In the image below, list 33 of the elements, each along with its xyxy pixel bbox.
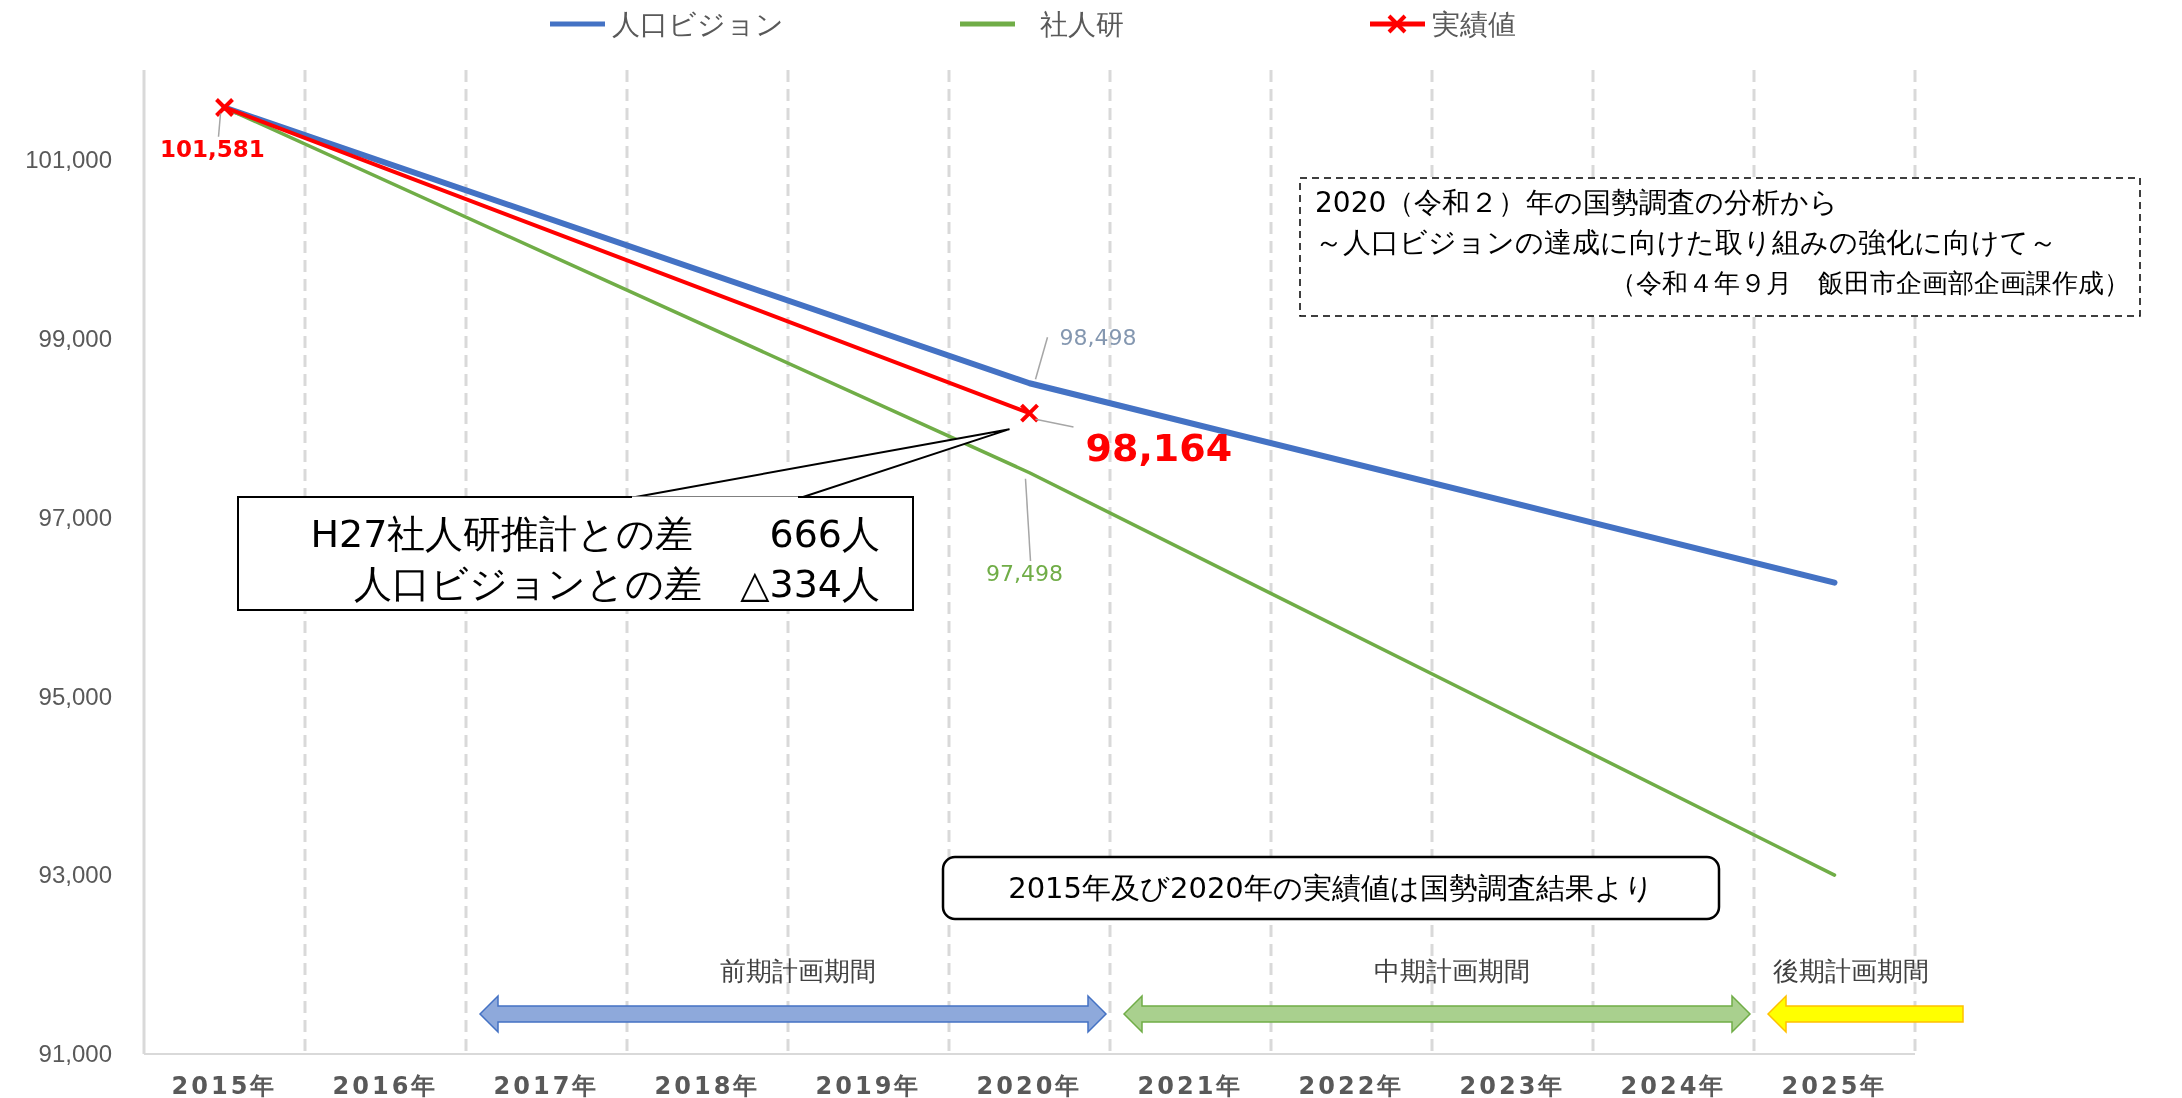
annotation: 人口ビジョンとの差 △334人 xyxy=(354,562,880,606)
annotation: 後期計画期間 xyxy=(1772,956,1929,986)
y-tick-label: 93,000 xyxy=(38,861,112,889)
y-tick-label: 101,000 xyxy=(25,145,112,173)
x-tick-label: 2021年 xyxy=(1137,1072,1244,1098)
x-tick-label: 2018年 xyxy=(654,1072,761,1098)
data-label: 97,498 xyxy=(986,560,1063,586)
annotation: 中期計画期間 xyxy=(1374,956,1530,986)
x-tick-label: 2025年 xyxy=(1781,1072,1888,1098)
y-tick-label: 99,000 xyxy=(38,324,112,352)
x-tick-label: 2020年 xyxy=(976,1072,1083,1098)
x-tick-label: 2015年 xyxy=(171,1072,278,1098)
annotation: 2015年及び2020年の実績値は国勢調査結果より xyxy=(1008,871,1654,905)
y-tick-label: 95,000 xyxy=(38,682,112,710)
data-label: 98,498 xyxy=(1059,325,1137,351)
y-tick-label: 91,000 xyxy=(38,1040,112,1068)
x-tick-label: 2024年 xyxy=(1620,1072,1727,1098)
x-tick-label: 2022年 xyxy=(1298,1072,1405,1098)
legend-label: 実績値 xyxy=(1432,7,1516,41)
annotation: ～人口ビジョンの達成に向けた取り組みの強化に向けて～ xyxy=(1315,226,2057,259)
annotation: 前期計画期間 xyxy=(720,956,876,986)
x-tick-label: 2017年 xyxy=(493,1072,600,1098)
annotation: 2020（令和２）年の国勢調査の分析から xyxy=(1315,186,1839,219)
x-tick-label: 2019年 xyxy=(815,1072,922,1098)
annotation: （令和４年９月 飯田市企画部企画課作成） xyxy=(1610,268,2130,298)
x-tick-label: 2016年 xyxy=(332,1072,439,1098)
legend-label: 人口ビジョン xyxy=(612,7,784,41)
data-label: 98,164 xyxy=(1085,426,1233,471)
y-tick-label: 97,000 xyxy=(38,503,112,531)
data-label: 101,581 xyxy=(160,136,265,163)
legend-label: 社人研 xyxy=(1040,7,1124,41)
annotation: H27社人研推計との差 666人 xyxy=(310,512,880,556)
x-tick-label: 2023年 xyxy=(1459,1072,1566,1098)
